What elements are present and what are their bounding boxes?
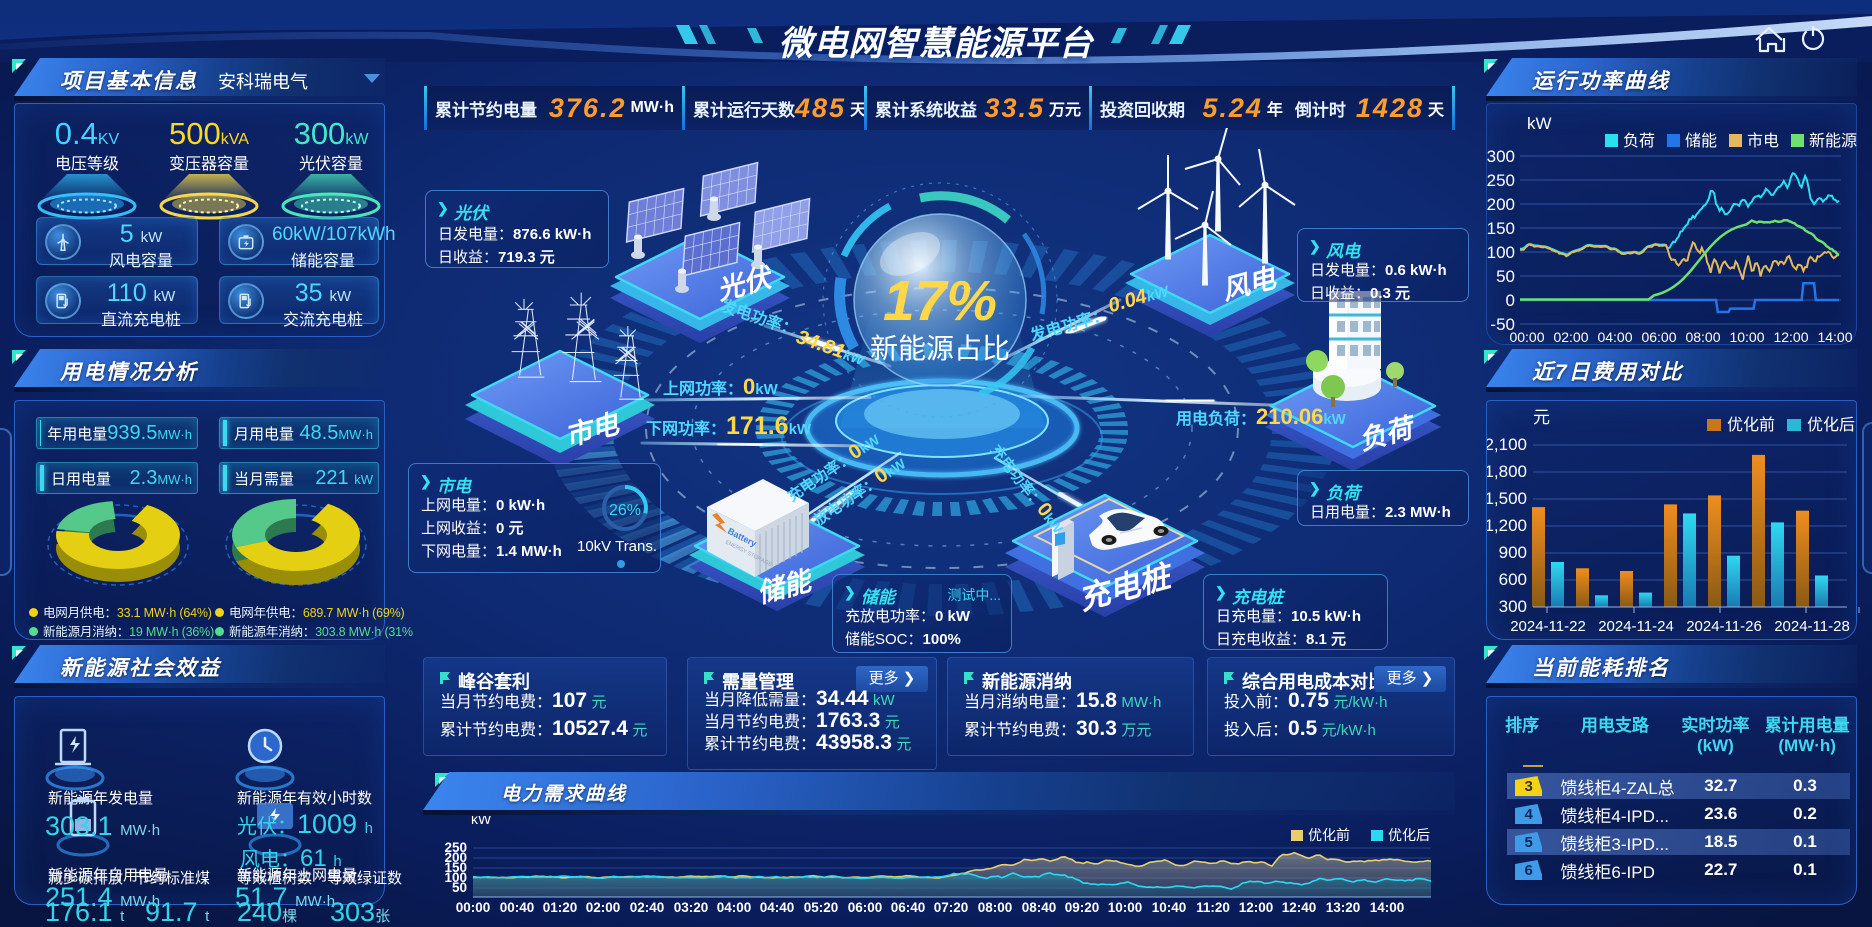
svg-text:01:20: 01:20 — [543, 900, 578, 915]
svg-text:00:00: 00:00 — [456, 900, 491, 915]
svg-text:04:40: 04:40 — [760, 900, 795, 915]
svg-text:02:00: 02:00 — [586, 900, 621, 915]
svg-text:2024-11-28: 2024-11-28 — [1774, 618, 1850, 635]
svg-text:200: 200 — [1487, 195, 1515, 214]
svg-text:08:40: 08:40 — [1022, 900, 1057, 915]
svg-text:2024-11-22: 2024-11-22 — [1510, 618, 1586, 635]
svg-text:12:00: 12:00 — [1773, 329, 1808, 344]
svg-text:1,800: 1,800 — [1487, 462, 1527, 481]
svg-text:08:00: 08:00 — [1685, 329, 1720, 344]
svg-text:下网功率：171.6kW: 下网功率：171.6kW — [646, 412, 812, 440]
svg-text:04:00: 04:00 — [717, 900, 752, 915]
svg-text:储能: 储能 — [1685, 132, 1717, 150]
svg-text:200: 200 — [444, 850, 467, 865]
svg-text:00:00: 00:00 — [1509, 329, 1544, 344]
svg-text:2,100: 2,100 — [1487, 435, 1527, 454]
svg-text:2024-11-26: 2024-11-26 — [1686, 618, 1762, 635]
svg-text:发电功率：: 发电功率： — [1027, 305, 1110, 346]
svg-text:09:20: 09:20 — [1065, 900, 1100, 915]
svg-text:100: 100 — [444, 870, 467, 885]
svg-text:06:00: 06:00 — [848, 900, 883, 915]
svg-text:07:20: 07:20 — [934, 900, 969, 915]
svg-text:06:00: 06:00 — [1641, 329, 1676, 344]
svg-text:10:00: 10:00 — [1729, 329, 1764, 344]
svg-text:1,200: 1,200 — [1487, 516, 1527, 535]
svg-text:900: 900 — [1499, 543, 1527, 562]
svg-text:250: 250 — [444, 840, 467, 855]
svg-text:00:40: 00:40 — [500, 900, 535, 915]
svg-text:kW: kW — [471, 816, 492, 827]
svg-text:12:40: 12:40 — [1282, 900, 1317, 915]
svg-text:34.81kW: 34.81kW — [793, 326, 869, 371]
svg-text:150: 150 — [1487, 219, 1515, 238]
svg-text:14:00: 14:00 — [1817, 329, 1852, 344]
svg-text:优化后: 优化后 — [1388, 827, 1430, 843]
svg-text:用电负荷：210.06kW: 用电负荷：210.06kW — [1176, 404, 1347, 429]
svg-text:100: 100 — [1487, 243, 1515, 262]
svg-text:市电: 市电 — [1747, 132, 1779, 150]
svg-text:负荷: 负荷 — [1623, 132, 1655, 150]
svg-text:50: 50 — [1496, 267, 1515, 286]
svg-text:13:20: 13:20 — [1326, 900, 1361, 915]
svg-text:2024-11-24: 2024-11-24 — [1598, 618, 1674, 635]
svg-text:kW: kW — [1527, 114, 1552, 133]
svg-text:300: 300 — [1499, 597, 1527, 616]
svg-text:优化前: 优化前 — [1727, 416, 1775, 434]
svg-text:02:40: 02:40 — [630, 900, 665, 915]
svg-text:250: 250 — [1487, 171, 1515, 190]
svg-text:300: 300 — [1487, 147, 1515, 166]
svg-text:05:20: 05:20 — [804, 900, 839, 915]
svg-text:11:20: 11:20 — [1196, 900, 1230, 915]
svg-text:03:20: 03:20 — [674, 900, 709, 915]
svg-text:优化前: 优化前 — [1308, 827, 1350, 843]
svg-text:04:00: 04:00 — [1597, 329, 1632, 344]
svg-text:优化后: 优化后 — [1807, 416, 1855, 434]
svg-text:-50: -50 — [1490, 315, 1515, 334]
svg-text:12:00: 12:00 — [1239, 900, 1274, 915]
svg-text:26%: 26% — [609, 502, 641, 519]
svg-text:06:40: 06:40 — [891, 900, 926, 915]
svg-text:10:00: 10:00 — [1108, 900, 1143, 915]
svg-text:上网功率：0kW: 上网功率：0kW — [663, 374, 779, 399]
svg-text:1,500: 1,500 — [1487, 489, 1527, 508]
svg-text:600: 600 — [1499, 570, 1527, 589]
svg-text:02:00: 02:00 — [1553, 329, 1588, 344]
svg-text:10:40: 10:40 — [1152, 900, 1187, 915]
svg-text:新能源占比: 新能源占比 — [870, 333, 1010, 364]
svg-text:0: 0 — [1506, 291, 1515, 310]
svg-text:150: 150 — [444, 860, 467, 875]
svg-text:08:00: 08:00 — [978, 900, 1013, 915]
svg-text:17%: 17% — [883, 269, 997, 333]
svg-text:14:00: 14:00 — [1370, 900, 1405, 915]
svg-text:元: 元 — [1533, 408, 1550, 427]
svg-text:新能源: 新能源 — [1809, 132, 1857, 150]
svg-text:50: 50 — [452, 880, 467, 895]
